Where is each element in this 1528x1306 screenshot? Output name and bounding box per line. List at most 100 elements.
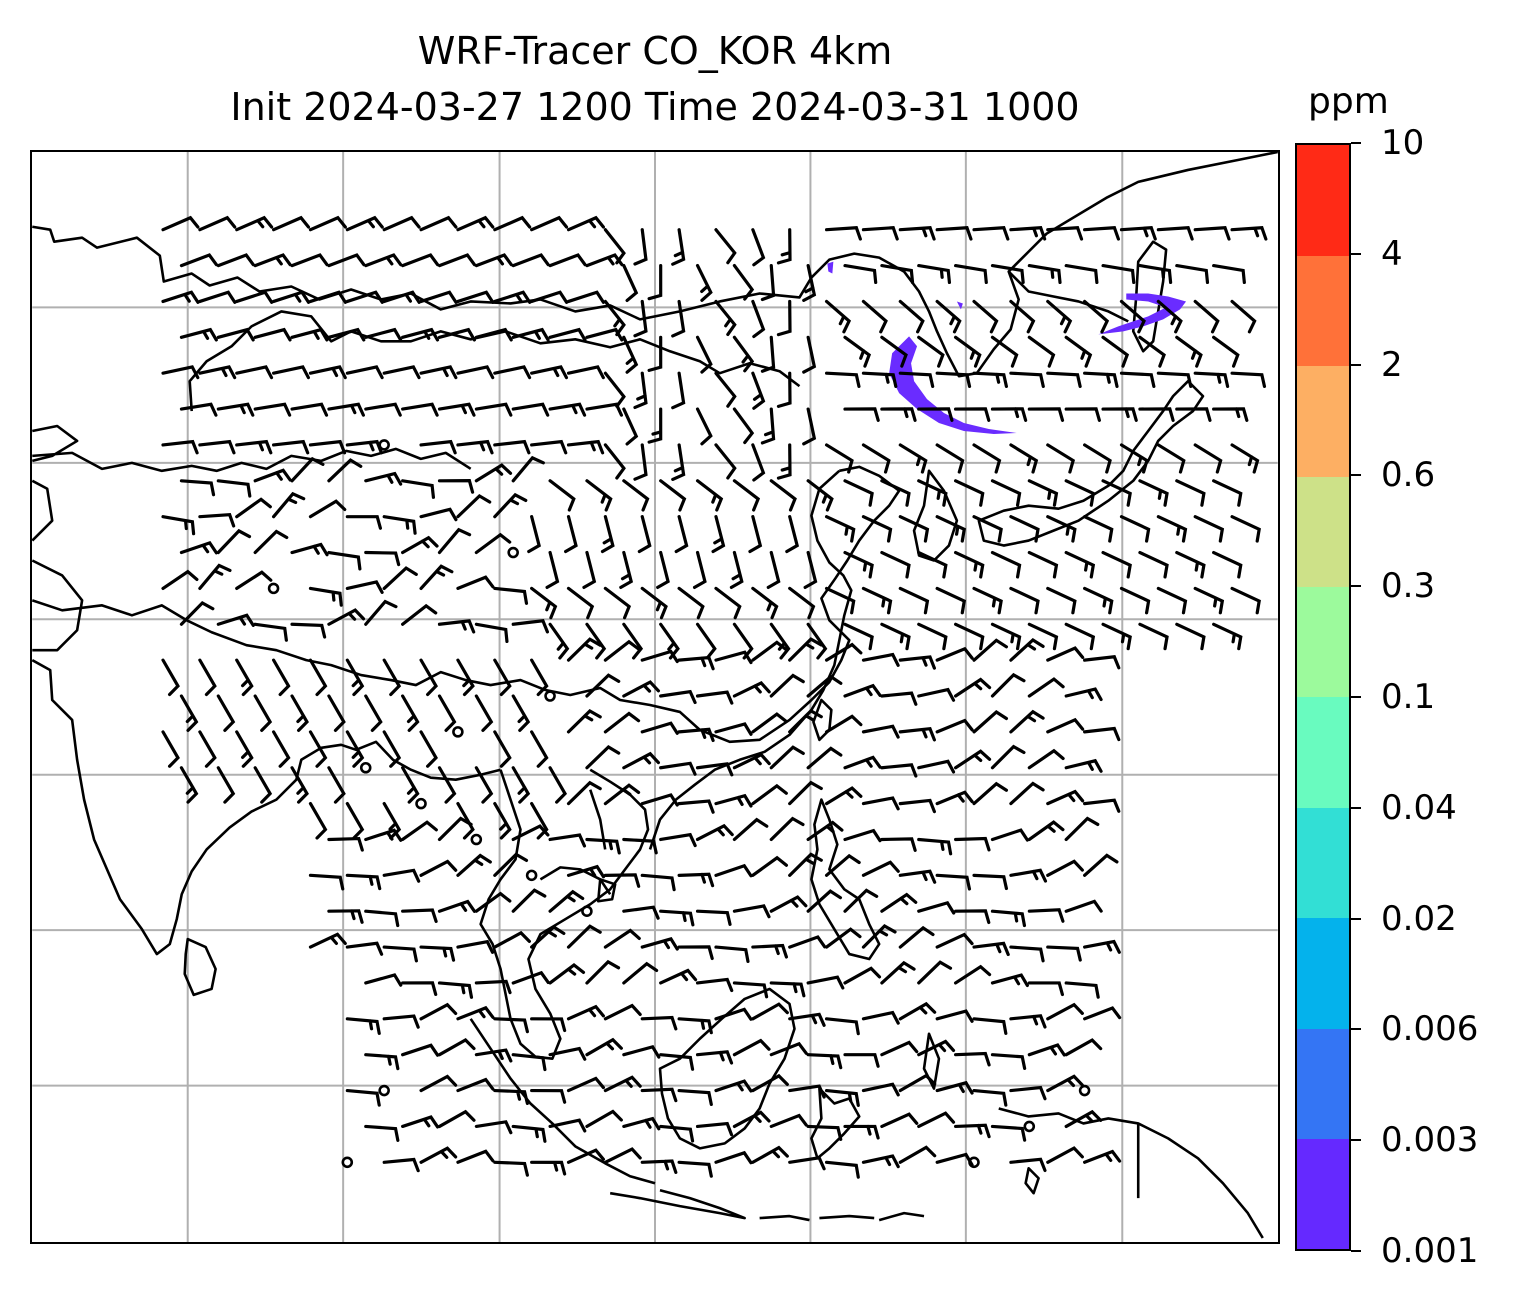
calm-wind-circle <box>968 1156 980 1169</box>
wind-barb <box>456 575 495 590</box>
colorbar-segment <box>1297 255 1349 367</box>
wind-barb <box>1193 226 1231 241</box>
wind-barb <box>677 872 715 888</box>
wind-barb <box>161 515 196 536</box>
wind-barb <box>972 781 1009 806</box>
wind-barb <box>776 228 792 265</box>
wind-barb <box>954 749 992 770</box>
wind-barb <box>1193 586 1225 615</box>
colorbar-segment <box>1297 1028 1349 1140</box>
wind-barb <box>456 439 494 455</box>
wind-barb <box>566 290 606 304</box>
wind-barb <box>345 658 365 697</box>
wind-barb <box>548 889 585 913</box>
wind-barb <box>935 226 973 241</box>
wind-barb <box>640 793 679 807</box>
wind-barb <box>382 365 421 380</box>
wind-barb <box>917 407 954 422</box>
wind-barb <box>401 479 436 499</box>
wind-barb <box>474 327 513 342</box>
wind-barb <box>585 327 624 342</box>
wind-barb <box>1212 407 1249 422</box>
wind-barb <box>364 550 401 567</box>
coast-philippines <box>810 798 881 961</box>
wind-barb <box>474 1120 513 1135</box>
wind-barb <box>493 802 512 840</box>
wind-barb <box>272 365 310 380</box>
wind-barb <box>216 479 252 498</box>
wind-barb <box>751 371 766 410</box>
colorbar-segment <box>1297 917 1349 1029</box>
wind-barb <box>861 796 900 811</box>
wind-barb <box>235 730 254 768</box>
wind-barb <box>198 512 236 528</box>
wind-barb <box>1046 371 1082 389</box>
wind-barb <box>1083 726 1121 742</box>
wind-barb <box>935 371 972 389</box>
colorbar-unit-label: ppm <box>1308 81 1389 122</box>
wind-barb <box>1101 479 1132 507</box>
wind-barb <box>1230 443 1260 474</box>
wind-barb <box>1027 550 1059 579</box>
wind-barb <box>695 823 734 842</box>
wind-barb <box>585 622 607 660</box>
wind-barb <box>935 932 974 949</box>
wind-barb <box>861 652 900 667</box>
wind-barb <box>290 622 327 639</box>
calm-wind-circle <box>378 1084 390 1097</box>
wind-barbs <box>161 215 1268 1179</box>
wind-barb <box>751 1073 789 1093</box>
wind-barb <box>671 299 686 338</box>
wind-barb <box>972 586 1003 615</box>
wind-barb <box>677 1160 713 1178</box>
wind-barb <box>990 335 1019 368</box>
wind-barb <box>530 1088 567 1104</box>
wind-barb <box>179 253 219 268</box>
wind-barb <box>637 515 652 554</box>
wind-barb <box>308 586 343 607</box>
wind-barb <box>898 515 930 543</box>
wind-barb <box>474 891 512 913</box>
wind-barb <box>272 730 291 768</box>
wind-barb <box>788 637 823 662</box>
wind-barb <box>456 1077 495 1093</box>
wind-barb <box>732 1110 771 1129</box>
wind-barb <box>776 371 792 408</box>
wind-barb <box>843 622 874 651</box>
wind-barb <box>633 371 648 410</box>
wind-barb <box>290 327 329 342</box>
wind-barb <box>566 365 605 380</box>
wind-barb <box>824 642 863 662</box>
wind-barb <box>493 658 512 697</box>
wind-barb <box>530 215 569 232</box>
wind-barb <box>656 550 670 589</box>
wind-barb <box>640 937 679 951</box>
wind-barb <box>253 327 292 342</box>
wind-barb <box>714 1007 753 1021</box>
wind-barb <box>1046 859 1084 877</box>
wind-barb <box>1027 479 1059 507</box>
wind-barb <box>272 491 306 519</box>
wind-barb <box>1119 443 1149 474</box>
wind-barb <box>582 550 597 589</box>
wind-barb <box>290 456 325 483</box>
wind-barb <box>633 228 648 266</box>
wind-barb <box>806 479 834 512</box>
wind-barb <box>1138 479 1169 507</box>
wind-barb <box>622 837 658 855</box>
wind-barb <box>253 402 292 417</box>
wind-barb <box>364 909 400 928</box>
wind-barb <box>732 904 771 919</box>
wind-barb <box>802 335 817 374</box>
calm-wind-circle <box>378 439 390 451</box>
wind-barb <box>511 327 550 342</box>
calm-wind-circle <box>267 582 280 595</box>
wind-barb <box>345 439 383 455</box>
wind-barb <box>880 479 911 507</box>
wind-barb <box>511 766 531 804</box>
wind-barb <box>1009 226 1047 241</box>
coast-new-guinea <box>998 1107 1264 1239</box>
wind-barb <box>161 215 200 232</box>
wind-barb <box>1083 226 1120 241</box>
wind-barb <box>732 752 771 770</box>
